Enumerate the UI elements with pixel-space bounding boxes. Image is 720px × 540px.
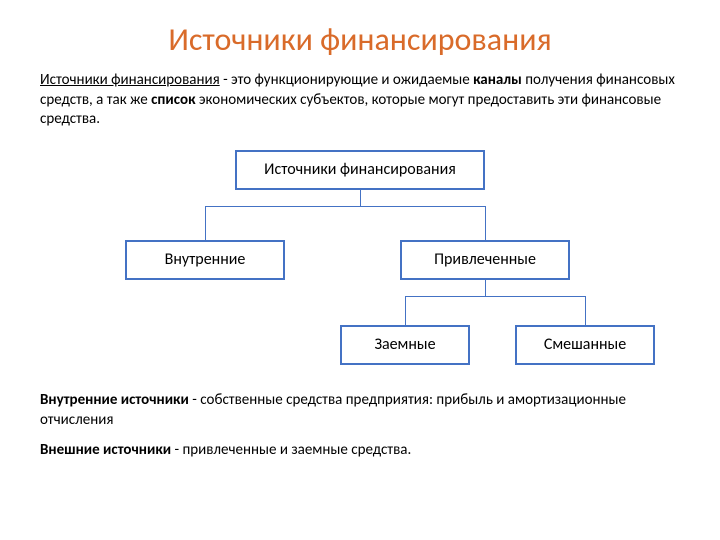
footnote-external-lead: Внешние источники [40,441,171,459]
definition-part1: - это функционирующие и ожидаемые [220,71,473,89]
definition-bold1: каналы [473,71,522,89]
node-internal: Внутренние [125,240,285,280]
conn-level1-hbar [205,206,485,207]
definition-lead: Источники финансирования [40,71,220,89]
node-borrowed-label: Заемные [374,335,435,354]
conn-to-mixed [585,296,586,325]
conn-to-internal [205,206,206,240]
footnote-external: Внешние источники - привлеченные и заемн… [40,440,680,460]
node-root: Источники финансирования [235,150,485,190]
page-title: Источники финансирования [40,20,680,59]
node-mixed-label: Смешанные [544,335,626,354]
node-mixed: Смешанные [515,325,655,365]
footnote-internal: Внутренние источники - собственные средс… [40,390,680,431]
definition-bold2: список [151,91,195,109]
conn-root-down [360,190,361,206]
conn-to-attracted [485,206,486,240]
node-internal-label: Внутренние [165,250,246,269]
footnote-internal-lead: Внутренние источники [40,391,189,409]
tree-diagram: Источники финансирования Внутренние Прив… [40,150,680,370]
conn-to-borrowed [405,296,406,325]
conn-level2-hbar [405,296,585,297]
node-borrowed: Заемные [340,325,470,365]
node-attracted: Привлеченные [400,240,570,280]
node-attracted-label: Привлеченные [434,250,536,269]
node-root-label: Источники финансирования [264,160,456,179]
conn-attracted-down [485,280,486,296]
definition-paragraph: Источники финансирования - это функциони… [40,71,680,130]
footnote-external-text: - привлеченные и заемные средства. [171,441,411,459]
